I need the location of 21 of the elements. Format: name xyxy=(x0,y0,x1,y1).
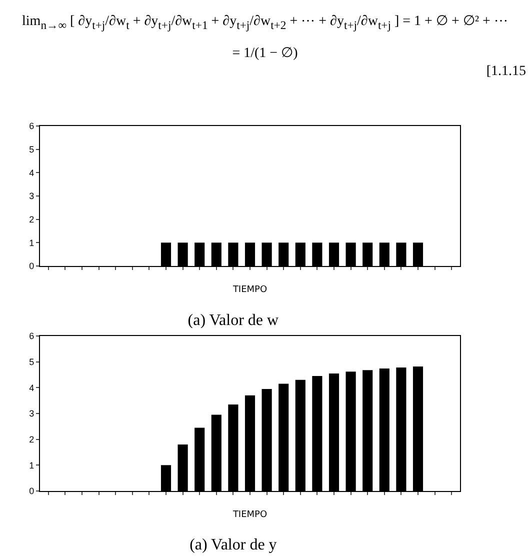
y-tick-label: 4 xyxy=(29,382,34,393)
text: [1.1.15 xyxy=(485,62,527,80)
y-tick-label: 0 xyxy=(29,261,34,272)
x-axis-title: TIEMPO xyxy=(232,510,268,520)
y-tick-label: 4 xyxy=(29,168,34,178)
text: lim$_{n→∞}$ [ ∂y$_{t+j}$/∂w$_{t}$ + ∂y$_{t+j}$/∂w$_{t+1}$ + ∂y$_{t+j}$/∂w$_{t+2}$ + ⋯ + ∂y$_{t+j}$/∂w$_{t+j}$ ] = 1 + ∅ + ∅² + ⋯ xyxy=(22,14,508,32)
text: = 1/(1 − ∅) xyxy=(231,44,299,62)
y-tick-label: 0 xyxy=(29,486,34,496)
y-tick-label: 3 xyxy=(29,408,34,419)
x-axis-title: TIEMPO xyxy=(232,284,268,295)
y-tick-label: 6 xyxy=(29,121,34,132)
y-tick-label: 2 xyxy=(29,434,34,444)
y-tick-label: 2 xyxy=(29,214,34,224)
y-tick-label: 6 xyxy=(29,331,34,342)
y-tick-label: 1 xyxy=(29,238,34,248)
y-tick-label: 3 xyxy=(29,191,34,202)
y-tick-label: 1 xyxy=(29,460,34,470)
text: (a) Valor de w xyxy=(188,312,280,329)
text: (a) Valor de y xyxy=(190,536,277,554)
y-tick-label: 5 xyxy=(29,144,34,154)
y-tick-label: 5 xyxy=(29,356,34,367)
